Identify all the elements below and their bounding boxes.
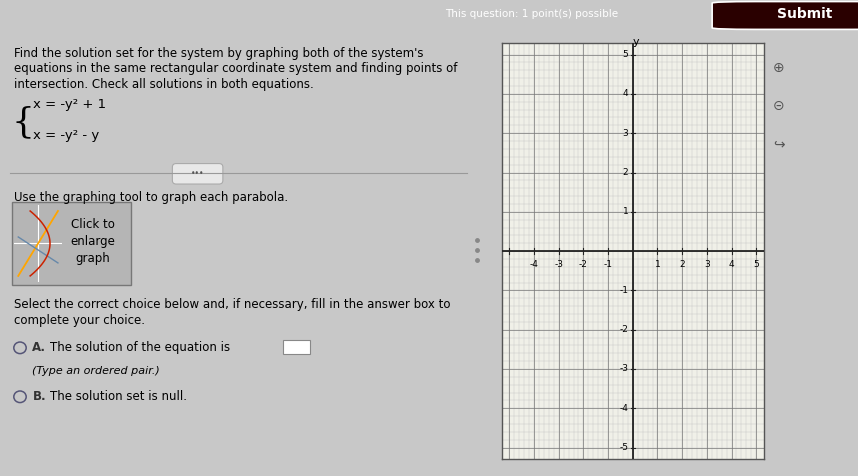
Text: ⊕: ⊕ [773, 61, 784, 75]
Text: 3: 3 [623, 129, 628, 138]
Text: x = -y² - y: x = -y² - y [33, 129, 100, 142]
Text: ↪: ↪ [773, 137, 784, 151]
Text: Find the solution set for the system by graphing both of the system's: Find the solution set for the system by … [15, 47, 424, 60]
Text: -5: -5 [619, 443, 628, 452]
Text: (Type an ordered pair.): (Type an ordered pair.) [33, 366, 160, 376]
FancyBboxPatch shape [12, 202, 131, 285]
Text: -2: -2 [619, 325, 628, 334]
Text: 4: 4 [623, 89, 628, 99]
Text: x = -y² + 1: x = -y² + 1 [33, 98, 106, 111]
Text: The solution of the equation is: The solution of the equation is [50, 341, 230, 354]
Text: The solution set is null.: The solution set is null. [50, 390, 187, 403]
Text: -1: -1 [603, 260, 613, 269]
Text: This question: 1 point(s) possible: This question: 1 point(s) possible [445, 9, 619, 19]
Text: •••: ••• [190, 169, 204, 178]
Text: -1: -1 [619, 286, 628, 295]
Text: -3: -3 [554, 260, 563, 269]
Text: 2: 2 [680, 260, 685, 269]
Text: 1: 1 [655, 260, 661, 269]
Text: 5: 5 [753, 260, 759, 269]
Text: equations in the same rectangular coordinate system and finding points of: equations in the same rectangular coordi… [15, 62, 457, 75]
Text: intersection. Check all solutions in both equations.: intersection. Check all solutions in bot… [15, 78, 314, 90]
Text: 3: 3 [704, 260, 710, 269]
Text: 2: 2 [623, 168, 628, 177]
Bar [283, 340, 310, 354]
Text: Click to
enlarge
graph: Click to enlarge graph [70, 218, 115, 265]
Text: Select the correct choice below and, if necessary, fill in the answer box to: Select the correct choice below and, if … [15, 298, 450, 311]
Text: 1: 1 [623, 207, 628, 216]
Text: ⊝: ⊝ [773, 99, 784, 113]
Text: -2: -2 [579, 260, 588, 269]
Text: Use the graphing tool to graph each parabola.: Use the graphing tool to graph each para… [15, 191, 288, 204]
Text: 4: 4 [728, 260, 734, 269]
FancyBboxPatch shape [172, 164, 223, 184]
FancyBboxPatch shape [712, 1, 858, 30]
Text: y: y [632, 37, 639, 47]
Text: Submit: Submit [777, 7, 832, 21]
Text: {: { [12, 105, 35, 139]
Text: B.: B. [33, 390, 46, 403]
Text: complete your choice.: complete your choice. [15, 314, 145, 327]
Text: 5: 5 [623, 50, 628, 59]
Text: -4: -4 [529, 260, 539, 269]
Text: -3: -3 [619, 365, 628, 374]
Text: -4: -4 [619, 404, 628, 413]
Text: A.: A. [33, 341, 46, 354]
